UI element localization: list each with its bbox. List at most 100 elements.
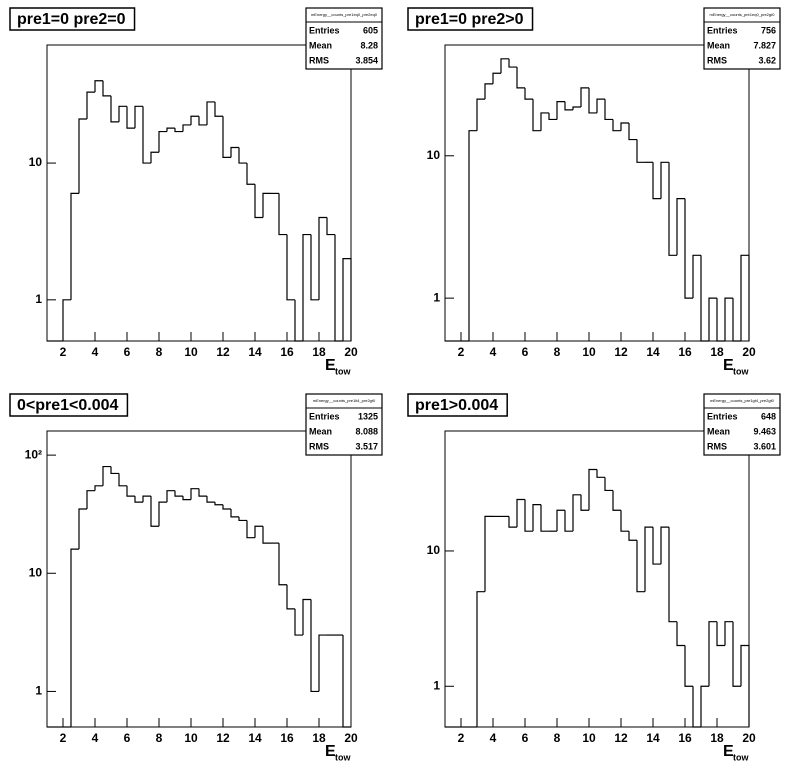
histogram-bin (700, 685, 709, 727)
histogram-bin (78, 118, 87, 194)
histogram-bin (508, 58, 517, 68)
histogram-bin (342, 635, 351, 728)
x-tick-label: 8 (156, 731, 163, 745)
histogram-bin (318, 216, 327, 300)
histogram-bin (286, 584, 295, 610)
histogram-bin (254, 525, 263, 538)
title-box (407, 393, 508, 417)
histogram-bin (732, 621, 741, 687)
histogram-bin (174, 490, 183, 497)
histogram-bin (596, 98, 605, 113)
histogram-bin (564, 101, 573, 111)
x-tick-label: 10 (582, 731, 596, 745)
y-tick-label: 1 (433, 290, 440, 304)
x-tick-label: 14 (248, 345, 262, 359)
y-tick-label: 10 (29, 155, 43, 169)
histogram-bin (644, 526, 653, 592)
y-tick-label: 1 (35, 684, 42, 698)
x-tick-label: 4 (92, 731, 99, 745)
histogram-bin (540, 112, 549, 131)
stats-label: RMS (309, 55, 329, 65)
x-tick-label: 20 (742, 731, 756, 745)
histogram-bin (294, 608, 303, 636)
histogram-bin (86, 91, 95, 120)
x-tick-label: 4 (92, 345, 99, 359)
x-tick-label: 6 (522, 345, 529, 359)
x-tick-label: 2 (458, 345, 465, 359)
histogram-bin (78, 508, 87, 550)
histogram-bin (118, 473, 127, 487)
x-tick-label: 6 (124, 731, 131, 745)
stats-value: 3.601 (753, 441, 776, 451)
stats-box (305, 393, 383, 456)
histogram-bin (692, 254, 701, 299)
histogram-bin (668, 527, 677, 623)
x-tick-label: 10 (184, 731, 198, 745)
x-tick-label: 16 (678, 345, 692, 359)
histogram-bin (468, 130, 477, 341)
histogram-bin (62, 299, 71, 341)
histogram-bin (206, 101, 215, 125)
pad: 2 4 6 8 10 12 14 16 18 20 1 10 10² E tow 0<pre1<0.004 mE… (9, 393, 383, 762)
histogram-bin (94, 485, 103, 491)
histogram-bin (676, 621, 685, 647)
x-tick-label: 4 (490, 345, 497, 359)
histogram-bin (740, 254, 750, 341)
histogram-bin (326, 217, 335, 236)
histogram-bin (102, 465, 111, 486)
histogram-bin (94, 80, 103, 93)
histogram-bin (492, 72, 501, 84)
histogram-bin (580, 494, 589, 511)
histogram-bin (318, 634, 327, 692)
histogram-bin (652, 162, 661, 200)
stats-name: mEnergy__counts_pre1eq0_pre2eq0 (311, 12, 378, 17)
histogram-bin (588, 87, 597, 114)
histogram-bin (246, 163, 255, 185)
histogram-bin (142, 495, 151, 503)
histogram-bin (166, 127, 175, 132)
histogram-bin (126, 485, 135, 497)
y-tick-label: 10 (427, 148, 441, 162)
histogram-bin (484, 83, 493, 100)
y-tick-label: 1 (35, 292, 42, 306)
stats-label: RMS (309, 441, 329, 451)
histogram-bin (508, 516, 517, 528)
histogram-bin (604, 477, 613, 492)
histogram-bin (102, 80, 111, 97)
histogram-bin (222, 504, 231, 510)
histogram-bin (230, 146, 239, 158)
pad-title: pre1=0 pre2>0 (415, 11, 524, 28)
stats-value: 3.62 (758, 55, 776, 65)
histogram-bin (684, 198, 693, 299)
histogram-bin (286, 234, 295, 301)
x-tick-label: 2 (458, 731, 465, 745)
x-axis-label-sub: tow (733, 752, 749, 762)
x-axis-label: E (723, 357, 734, 374)
x-tick-label: 10 (582, 345, 596, 359)
stats-value: 8.088 (355, 426, 378, 436)
histogram-bin (588, 468, 597, 511)
plot-frame (46, 44, 352, 342)
histogram-bin (524, 87, 533, 100)
histogram-bin (222, 116, 231, 159)
histogram-bin (302, 598, 311, 636)
histogram-bin (294, 299, 303, 342)
histogram-bin (334, 234, 343, 342)
histogram-bin (206, 496, 215, 503)
stats-box (703, 7, 781, 70)
histogram-bin (174, 128, 183, 133)
histogram-bin (500, 58, 509, 74)
plot-frame (444, 430, 750, 728)
stats-value: 3.854 (355, 55, 378, 65)
histogram-bin (660, 161, 669, 199)
histogram-bin (182, 496, 191, 501)
histogram-bin (134, 105, 143, 129)
stats-value: 3.517 (355, 441, 378, 451)
x-tick-label: 18 (312, 731, 326, 745)
x-tick-label: 6 (124, 345, 131, 359)
title-box (9, 7, 136, 31)
histogram-bin (572, 494, 581, 532)
histogram-bin (524, 499, 533, 532)
histogram-bin (612, 119, 621, 132)
x-tick-label: 12 (216, 345, 230, 359)
